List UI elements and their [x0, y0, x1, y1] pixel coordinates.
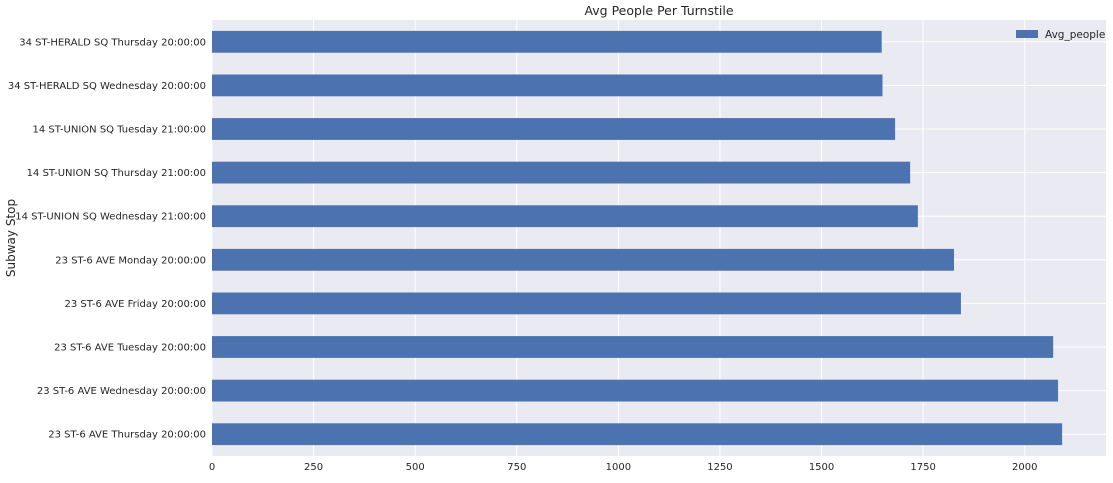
y-tick-label: 23 ST-6 AVE Wednesday 20:00:00 — [37, 386, 206, 397]
bars — [212, 30, 1063, 446]
x-tick-label: 0 — [209, 462, 215, 473]
y-tick-label: 23 ST-6 AVE Thursday 20:00:00 — [48, 430, 206, 441]
y-tick-label: 14 ST-UNION SQ Wednesday 21:00:00 — [15, 212, 206, 223]
x-tick-label: 1500 — [809, 462, 834, 473]
x-tick-label: 250 — [304, 462, 323, 473]
y-axis-tick-labels: 34 ST-HERALD SQ Thursday 20:00:00 34 ST-H… — [8, 37, 206, 440]
bar — [212, 248, 955, 271]
bar — [212, 336, 1054, 358]
y-tick-label: 14 ST-UNION SQ Tuesday 21:00:00 — [32, 125, 206, 136]
bar — [212, 30, 882, 53]
bar — [212, 205, 918, 228]
y-tick-label: 34 ST-HERALD SQ Wednesday 20:00:00 — [8, 81, 206, 92]
y-tick-label: 14 ST-UNION SQ Thursday 21:00:00 — [27, 168, 206, 179]
y-tick-label: 23 ST-6 AVE Tuesday 20:00:00 — [54, 343, 206, 354]
legend: Avg_people — [1016, 29, 1105, 41]
legend-swatch — [1016, 30, 1038, 38]
bar — [212, 118, 896, 140]
bar — [212, 161, 911, 184]
x-tick-label: 1750 — [910, 462, 935, 473]
y-tick-label: 34 ST-HERALD SQ Thursday 20:00:00 — [19, 37, 206, 48]
y-tick-label: 23 ST-6 AVE Monday 20:00:00 — [55, 255, 206, 266]
bar — [212, 379, 1059, 402]
y-axis-label: Subway Stop — [4, 199, 18, 277]
y-tick-label: 23 ST-6 AVE Friday 20:00:00 — [64, 299, 206, 310]
bar — [212, 74, 883, 97]
x-tick-label: 1250 — [707, 462, 732, 473]
x-tick-label: 500 — [406, 462, 425, 473]
bar — [212, 423, 1063, 446]
x-tick-label: 750 — [507, 462, 526, 473]
x-tick-label: 1000 — [606, 462, 631, 473]
x-tick-label: 2000 — [1012, 462, 1037, 473]
x-axis-tick-labels: 0 250 500 750 1000 1250 1500 1750 2000 — [209, 462, 1038, 473]
legend-label: Avg_people — [1045, 29, 1105, 41]
chart-title: Avg People Per Turnstile — [584, 3, 733, 18]
bar — [212, 292, 961, 315]
